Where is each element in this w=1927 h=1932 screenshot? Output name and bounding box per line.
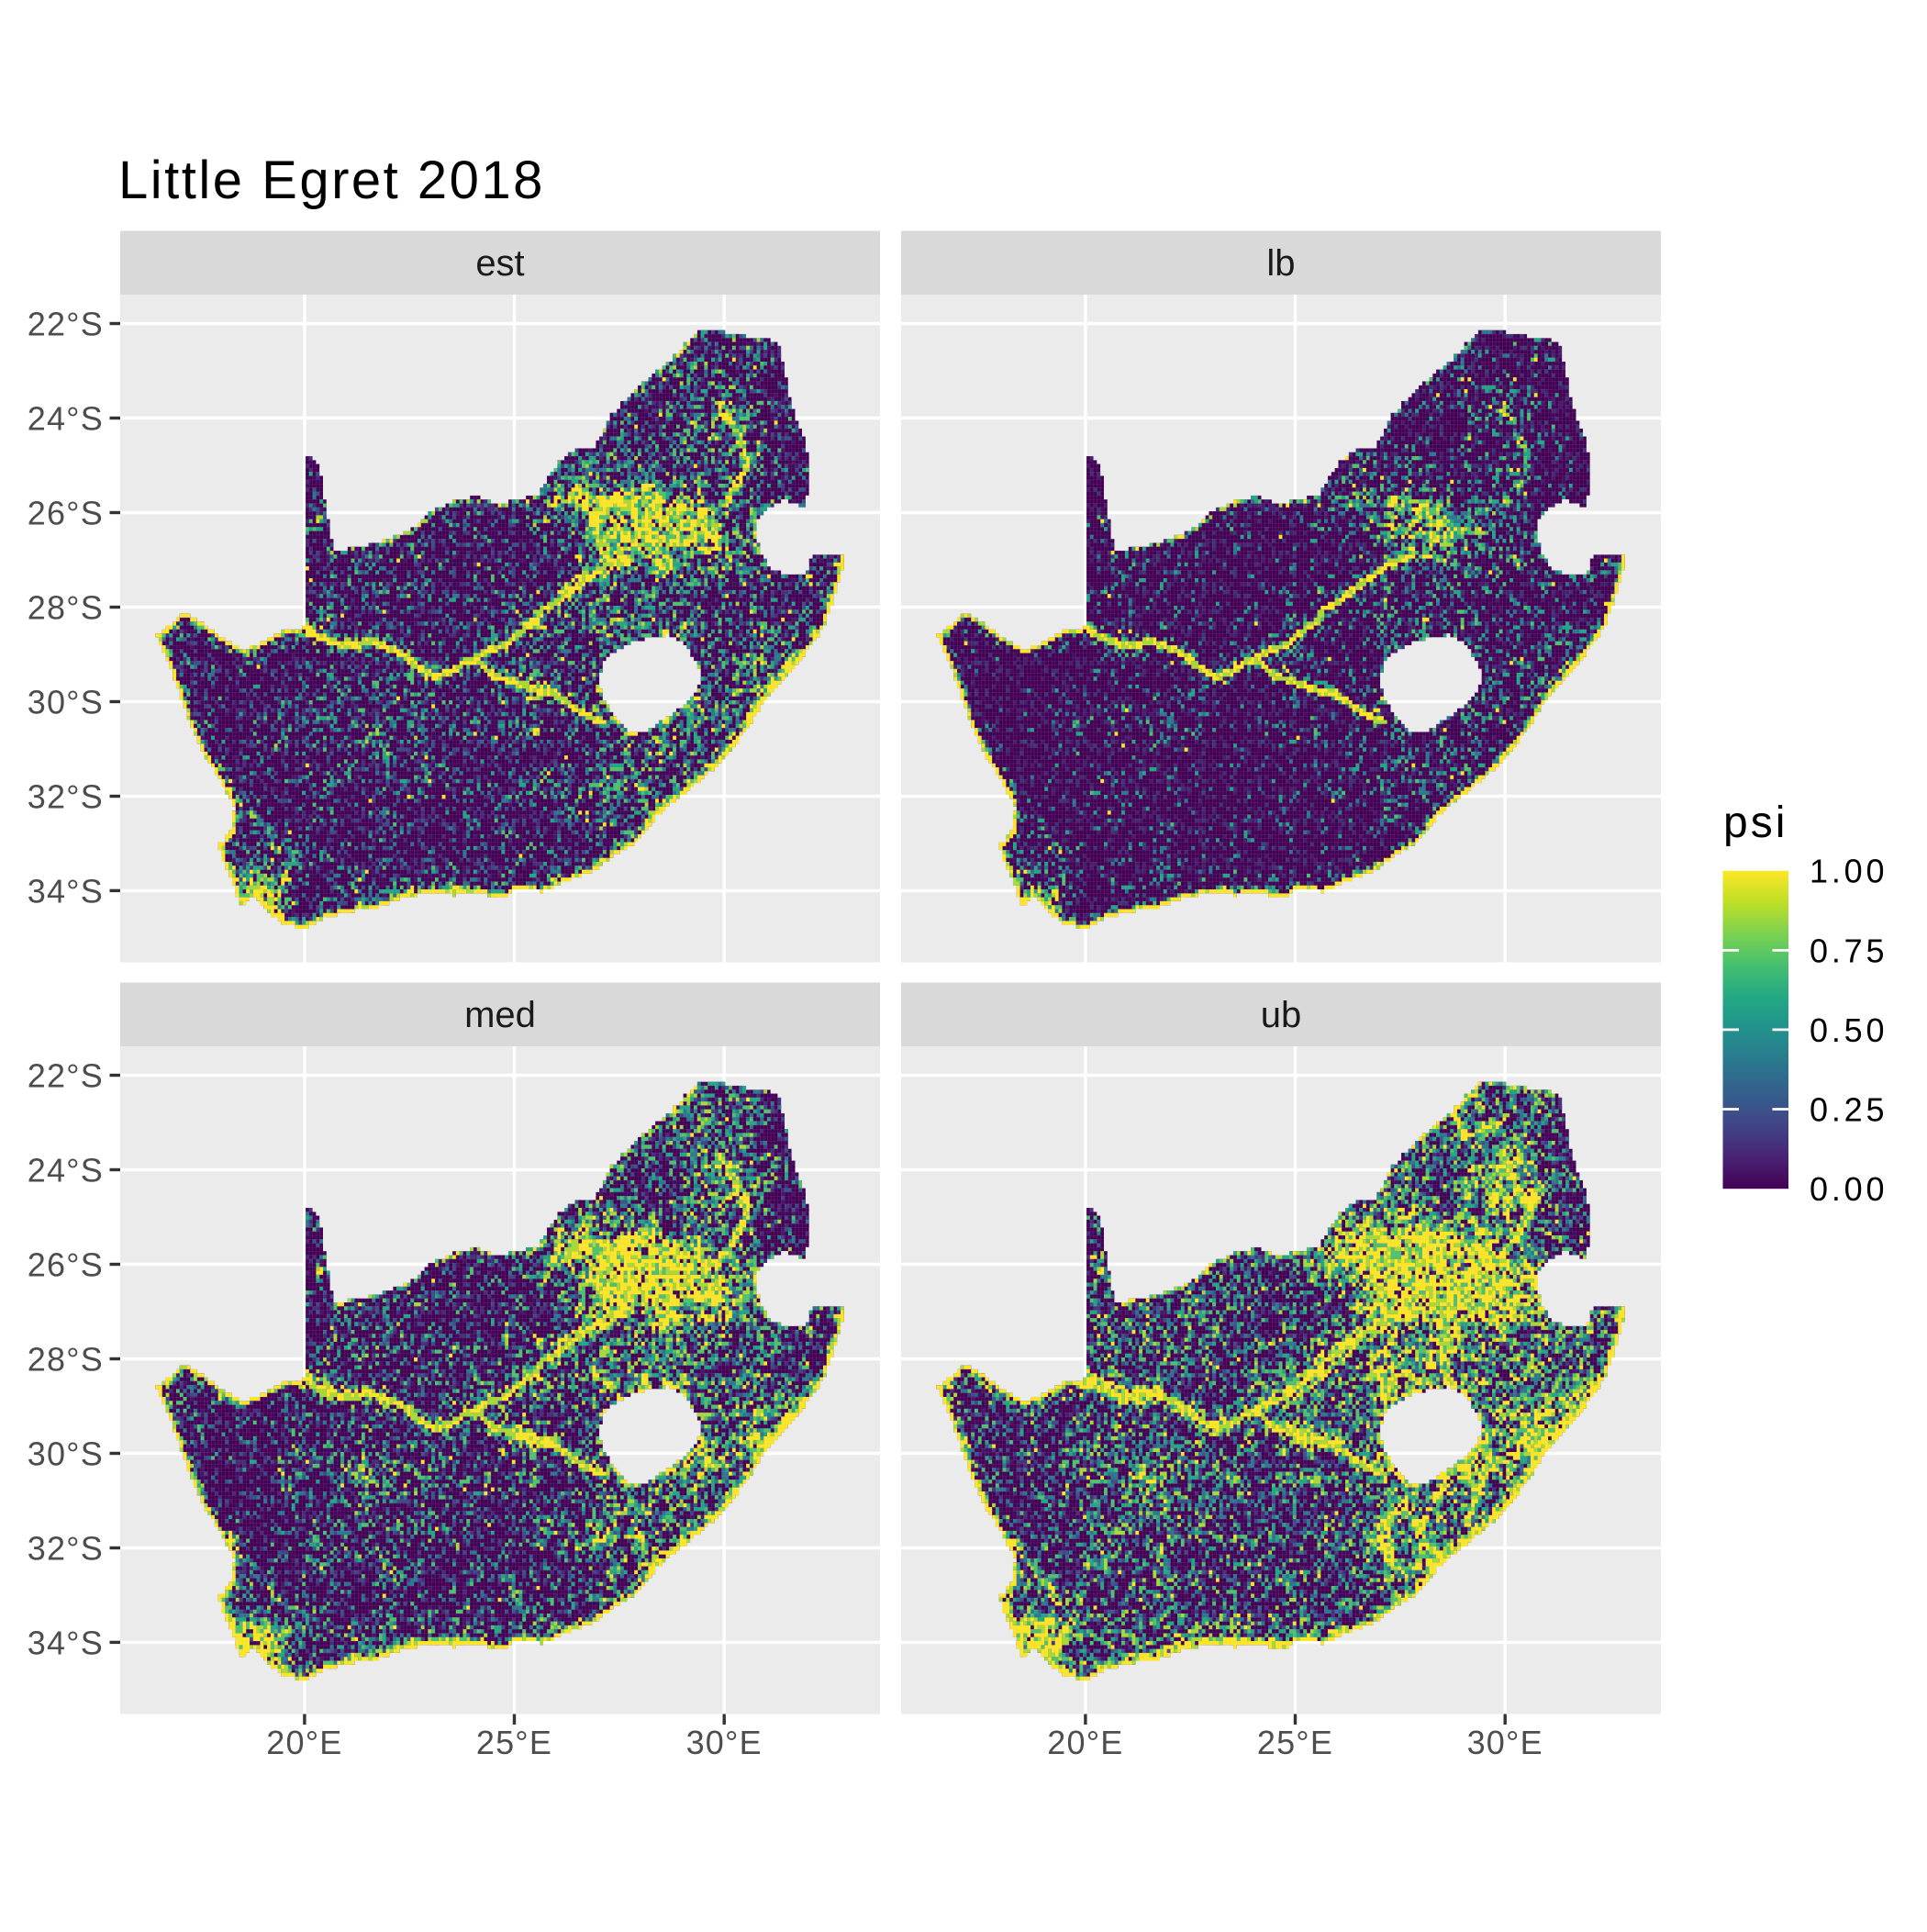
svg-text:25°E: 25°E — [476, 1724, 552, 1761]
svg-text:med: med — [464, 995, 536, 1035]
svg-text:32°S: 32°S — [28, 1529, 104, 1567]
svg-text:0.00: 0.00 — [1810, 1170, 1888, 1208]
svg-text:28°S: 28°S — [28, 1340, 104, 1378]
svg-text:34°S: 34°S — [28, 872, 104, 910]
svg-text:30°E: 30°E — [1467, 1724, 1543, 1761]
svg-text:24°S: 24°S — [28, 1151, 104, 1189]
svg-text:22°S: 22°S — [28, 1056, 104, 1094]
svg-text:26°S: 26°S — [28, 1245, 104, 1283]
svg-text:0.75: 0.75 — [1810, 932, 1888, 969]
svg-text:20°E: 20°E — [266, 1724, 342, 1761]
svg-text:20°E: 20°E — [1047, 1724, 1123, 1761]
svg-text:0.25: 0.25 — [1810, 1090, 1888, 1128]
svg-text:22°S: 22°S — [28, 305, 104, 342]
svg-text:24°S: 24°S — [28, 399, 104, 437]
svg-text:28°S: 28°S — [28, 588, 104, 626]
svg-text:34°S: 34°S — [28, 1624, 104, 1661]
svg-text:26°S: 26°S — [28, 494, 104, 531]
svg-text:32°S: 32°S — [28, 777, 104, 815]
svg-text:0.50: 0.50 — [1810, 1011, 1888, 1049]
svg-text:lb: lb — [1266, 243, 1295, 284]
svg-text:30°S: 30°S — [28, 683, 104, 720]
svg-text:1.00: 1.00 — [1810, 853, 1888, 890]
svg-text:ub: ub — [1261, 995, 1302, 1035]
svg-text:25°E: 25°E — [1257, 1724, 1333, 1761]
svg-text:psi: psi — [1723, 798, 1788, 847]
svg-text:30°E: 30°E — [686, 1724, 763, 1761]
svg-text:Little Egret 2018: Little Egret 2018 — [118, 151, 545, 210]
svg-text:est: est — [475, 243, 524, 284]
svg-text:30°S: 30°S — [28, 1435, 104, 1472]
